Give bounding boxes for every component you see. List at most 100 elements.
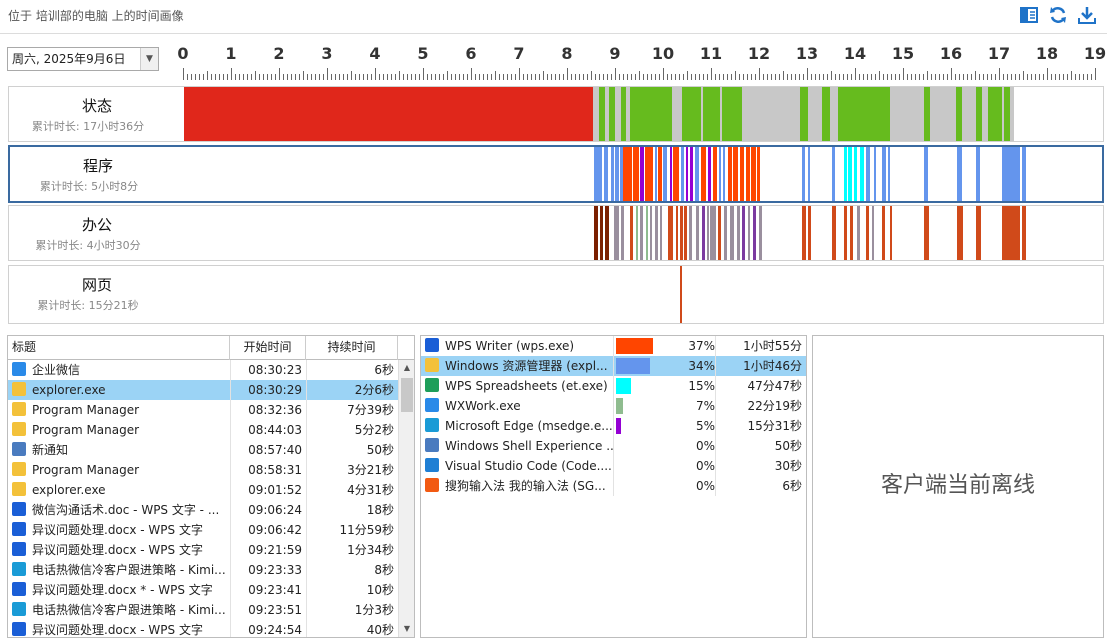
timeline-segment[interactable]: [832, 206, 836, 260]
timeline-segment[interactable]: [742, 206, 745, 260]
timeline-segment[interactable]: [708, 147, 711, 201]
timeline-segment[interactable]: [1022, 206, 1026, 260]
timeline-segment[interactable]: [690, 147, 693, 201]
table-row[interactable]: 新通知 08:57:40 50秒: [8, 440, 398, 460]
date-select[interactable]: 周六, 2025年9月6日 ▼: [7, 47, 159, 71]
timeline-segment[interactable]: [695, 147, 699, 201]
timeline-segment[interactable]: [848, 147, 852, 201]
timeline-segment[interactable]: [850, 206, 853, 260]
timeline-segment[interactable]: [633, 147, 639, 201]
timeline-segment[interactable]: [672, 87, 682, 141]
timeline-segment[interactable]: [646, 206, 648, 260]
timeline-segment[interactable]: [614, 206, 619, 260]
timeline-segment[interactable]: [1022, 147, 1026, 201]
timeline-segment[interactable]: [703, 87, 720, 141]
app-row[interactable]: Windows Shell Experience ... 0% 50秒: [421, 436, 806, 456]
timeline-segment[interactable]: [184, 87, 593, 141]
web-timeline[interactable]: [184, 266, 1104, 323]
scroll-down-icon[interactable]: ▼: [403, 624, 411, 633]
table-row[interactable]: 企业微信 08:30:23 6秒: [8, 360, 398, 380]
scroll-thumb[interactable]: [401, 378, 413, 412]
timeline-segment[interactable]: [976, 87, 982, 141]
app-row[interactable]: WPS Writer (wps.exe) 37% 1小时55分: [421, 336, 806, 356]
timeline-segment[interactable]: [874, 147, 876, 201]
row-web[interactable]: 网页 累计时长: 15分21秒: [8, 265, 1104, 324]
timeline-segment[interactable]: [658, 147, 662, 201]
timeline-segment[interactable]: [681, 147, 684, 201]
table-row[interactable]: 电话热微信冷客户跟进策略 - Kimi... 09:23:51 1分3秒: [8, 600, 398, 620]
program-timeline[interactable]: [184, 147, 1104, 201]
timeline-segment[interactable]: [640, 147, 644, 201]
app-row[interactable]: Windows 资源管理器 (expl... 34% 1小时46分: [421, 356, 806, 376]
timeline-segment[interactable]: [844, 147, 847, 201]
timeline-segment[interactable]: [957, 147, 962, 201]
layout-icon[interactable]: [1019, 5, 1041, 27]
timeline-segment[interactable]: [808, 206, 811, 260]
table-row[interactable]: 异议问题处理.docx - WPS 文字 09:06:42 11分59秒: [8, 520, 398, 540]
timeline-segment[interactable]: [962, 87, 976, 141]
timeline-segment[interactable]: [982, 87, 988, 141]
timeline-segment[interactable]: [621, 206, 624, 260]
timeline-segment[interactable]: [988, 87, 1002, 141]
timeline-segment[interactable]: [740, 147, 744, 201]
chevron-down-icon[interactable]: ▼: [140, 48, 158, 70]
timeline-segment[interactable]: [702, 206, 705, 260]
timeline-segment[interactable]: [701, 87, 703, 141]
timeline-segment[interactable]: [724, 206, 727, 260]
table-row[interactable]: 异议问题处理.docx - WPS 文字 09:21:59 1分34秒: [8, 540, 398, 560]
timeline-segment[interactable]: [872, 206, 874, 260]
office-timeline[interactable]: [184, 206, 1104, 260]
timeline-segment[interactable]: [696, 206, 699, 260]
timeline-segment[interactable]: [822, 87, 830, 141]
table-row[interactable]: 异议问题处理.docx * - WPS 文字 09:23:41 10秒: [8, 580, 398, 600]
timeline-segment[interactable]: [645, 147, 653, 201]
timeline-segment[interactable]: [760, 87, 800, 141]
timeline-segment[interactable]: [842, 87, 854, 141]
timeline-segment[interactable]: [640, 206, 643, 260]
app-row[interactable]: Microsoft Edge (msedge.e... 5% 15分31秒: [421, 416, 806, 436]
timeline-segment[interactable]: [620, 147, 623, 201]
timeline-segment[interactable]: [888, 147, 890, 201]
timeline-segment[interactable]: [728, 147, 732, 201]
timeline-segment[interactable]: [689, 206, 692, 260]
timeline-segment[interactable]: [757, 147, 760, 201]
table-row[interactable]: 异议问题处理.docx - WPS 文字 09:24:54 40秒: [8, 620, 398, 637]
timeline-segment[interactable]: [924, 147, 928, 201]
timeline-segment[interactable]: [594, 206, 598, 260]
timeline-segment[interactable]: [930, 87, 956, 141]
timeline-segment[interactable]: [615, 147, 619, 201]
timeline-segment[interactable]: [976, 147, 980, 201]
timeline-segment[interactable]: [759, 206, 762, 260]
timeline-segment[interactable]: [742, 87, 760, 141]
timeline-segment[interactable]: [1002, 87, 1004, 141]
timeline-segment[interactable]: [660, 206, 662, 260]
timeline-segment[interactable]: [680, 266, 682, 323]
col-title[interactable]: 标题: [8, 336, 230, 360]
table-row[interactable]: explorer.exe 09:01:52 4分31秒: [8, 480, 398, 500]
timeline-segment[interactable]: [600, 206, 603, 260]
status-timeline[interactable]: [184, 87, 1104, 141]
timeline-segment[interactable]: [924, 206, 929, 260]
timeline-segment[interactable]: [682, 87, 701, 141]
timeline-segment[interactable]: [718, 206, 721, 260]
timeline-segment[interactable]: [844, 206, 847, 260]
timeline-segment[interactable]: [882, 206, 885, 260]
timeline-segment[interactable]: [722, 87, 742, 141]
timeline-segment[interactable]: [650, 206, 652, 260]
timeline-segment[interactable]: [630, 206, 633, 260]
timeline-segment[interactable]: [676, 206, 678, 260]
timeline-segment[interactable]: [707, 206, 709, 260]
row-program[interactable]: 程序 累计时长: 5小时8分: [8, 145, 1104, 203]
table-row[interactable]: Program Manager 08:44:03 5分2秒: [8, 420, 398, 440]
timeline-segment[interactable]: [1002, 206, 1020, 260]
table-row[interactable]: explorer.exe 08:30:29 2分6秒: [8, 380, 398, 400]
table-row[interactable]: Program Manager 08:32:36 7分39秒: [8, 400, 398, 420]
timeline-segment[interactable]: [605, 87, 609, 141]
app-row[interactable]: Visual Studio Code (Code.... 0% 30秒: [421, 456, 806, 476]
row-office[interactable]: 办公 累计时长: 4小时30分: [8, 205, 1104, 261]
timeline-segment[interactable]: [673, 147, 679, 201]
timeline-segment[interactable]: [670, 147, 672, 201]
timeline-segment[interactable]: [802, 147, 805, 201]
timeline-segment[interactable]: [655, 206, 658, 260]
timeline-segment[interactable]: [733, 147, 738, 201]
